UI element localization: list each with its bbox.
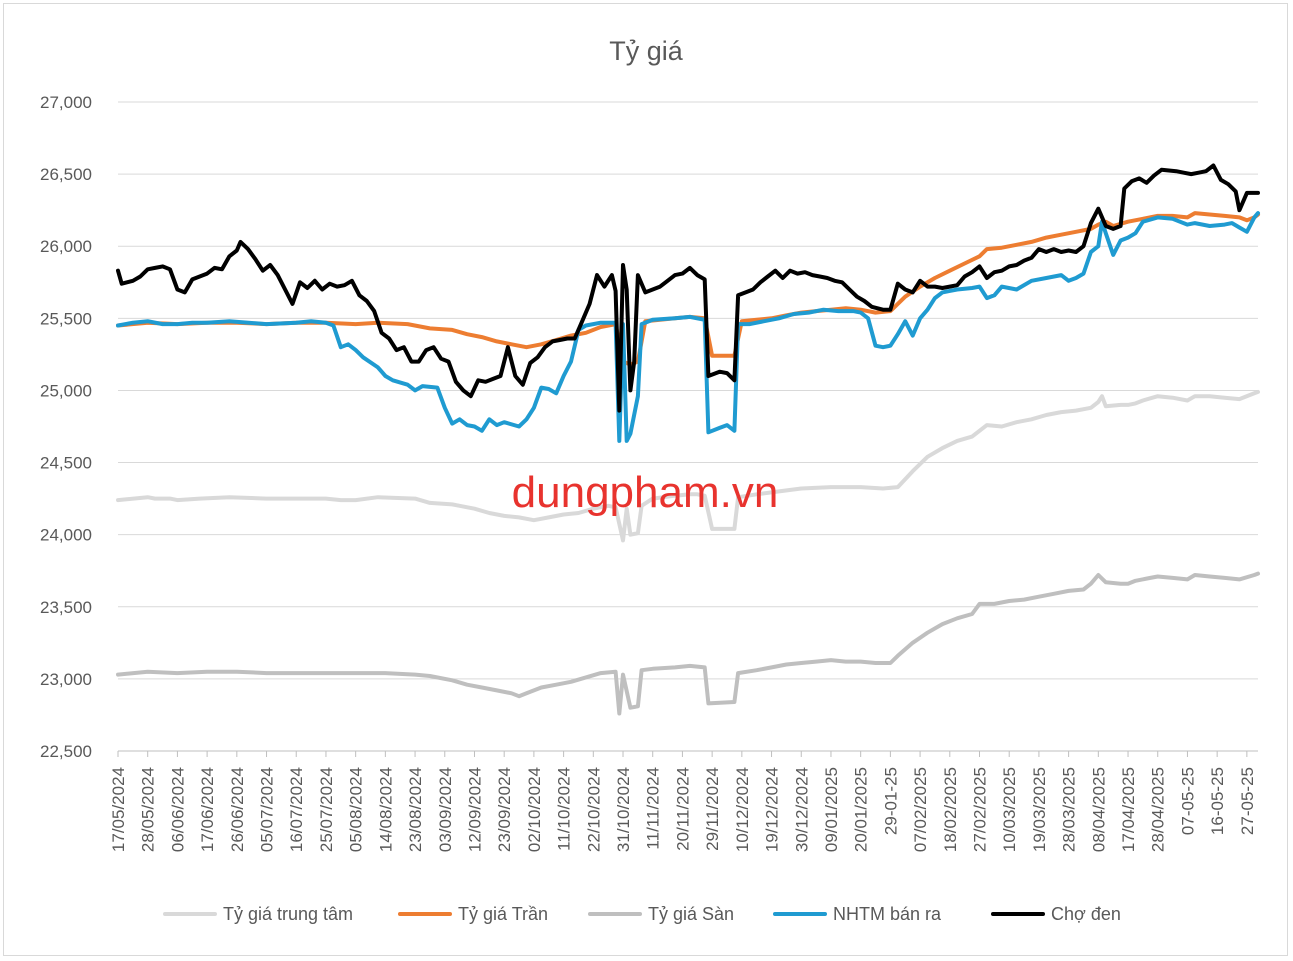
x-tick-label: 07-05-25 [1178, 767, 1197, 835]
x-tick-label: 14/08/2024 [376, 767, 395, 852]
x-tick-label: 23/09/2024 [495, 767, 514, 852]
x-tick-label: 05/08/2024 [347, 767, 366, 852]
y-axis: 22,500 23,000 23,500 24,000 24,500 25,000 25,5… [40, 93, 92, 761]
x-tick-label: 23/08/2024 [406, 767, 425, 852]
x-tick-label: 08/04/2025 [1089, 767, 1108, 852]
x-tick-label: 19/12/2024 [763, 767, 782, 852]
x-tick-label: 26/06/2024 [228, 767, 247, 852]
gridlines [118, 101, 1258, 752]
x-tick-label: 20/11/2024 [673, 767, 692, 851]
x-tick-label: 28/05/2024 [139, 767, 158, 852]
chart-title: Tỷ giá [609, 36, 684, 66]
legend-label: Chợ đen [1051, 904, 1121, 924]
x-tick-label: 28/04/2025 [1149, 767, 1168, 852]
x-tick-label: 17/04/2025 [1119, 767, 1138, 852]
x-tick-label: 19/03/2025 [1030, 767, 1049, 852]
x-tick-label: 29/11/2024 [703, 767, 722, 851]
legend-label: Tỷ giá trung tâm [223, 904, 353, 924]
x-tick-label: 11/11/2024 [644, 767, 663, 850]
x-tick-label: 18/02/2025 [941, 767, 960, 852]
x-tick-label: 09/01/2025 [822, 767, 841, 852]
x-tick-label: 11/10/2024 [555, 767, 574, 851]
series-lines [116, 163, 1260, 716]
x-tick-label: 10/12/2024 [733, 767, 752, 852]
x-tick-label: 06/06/2024 [168, 767, 187, 852]
x-tick-label: 07/02/2025 [911, 767, 930, 852]
x-tick-labels: 17/05/2024 28/05/2024 06/06/2024 17/06/2024… [109, 767, 1257, 852]
x-tick-label: 16/07/2024 [287, 767, 306, 852]
x-tick-label: 10/03/2025 [1000, 767, 1019, 852]
y-tick-label: 26,500 [40, 165, 92, 184]
x-tick-label: 17/06/2024 [198, 767, 217, 852]
x-tick-label: 02/10/2024 [525, 767, 544, 852]
x-tick-label: 27-05-25 [1238, 767, 1257, 835]
x-tick-label: 16-05-25 [1208, 767, 1227, 835]
x-tick-label: 28/03/2025 [1060, 767, 1079, 852]
series-line-5 [116, 163, 1260, 413]
x-tick-label: 31/10/2024 [614, 767, 633, 852]
x-tick-label: 22/10/2024 [584, 767, 603, 852]
x-tick-label: 20/01/2025 [852, 767, 871, 852]
legend: Tỷ giá trung tâm Tỷ giá Trần Tỷ giá Sàn NHT… [163, 904, 1121, 924]
legend-label: NHTM bán ra [833, 904, 942, 924]
series-line-3 [116, 571, 1260, 716]
y-tick-label: 25,000 [40, 381, 92, 400]
y-tick-label: 25,500 [40, 309, 92, 328]
series-line-1 [116, 389, 1260, 543]
x-axis [117, 750, 1258, 757]
y-tick-label: 27,000 [40, 93, 92, 112]
y-tick-label: 24,500 [40, 454, 92, 473]
chart-frame [3, 3, 1288, 956]
y-tick-label: 23,000 [40, 670, 92, 689]
x-tick-label: 03/09/2024 [436, 767, 455, 852]
watermark-text: dungpham.vn [512, 468, 779, 517]
series-line-4 [116, 211, 1260, 443]
y-tick-label: 23,500 [40, 598, 92, 617]
x-tick-label: 17/05/2024 [109, 767, 128, 852]
x-tick-label: 12/09/2024 [465, 767, 484, 852]
y-tick-label: 26,000 [40, 237, 92, 256]
y-tick-label: 24,000 [40, 526, 92, 545]
legend-label: Tỷ giá Sàn [648, 904, 734, 924]
x-tick-label: 27/02/2025 [970, 767, 989, 852]
y-tick-label: 22,500 [40, 742, 92, 761]
x-tick-label: 29-01-25 [881, 767, 900, 835]
legend-label: Tỷ giá Trần [458, 904, 548, 924]
x-tick-label: 05/07/2024 [258, 767, 277, 852]
x-tick-label: 25/07/2024 [317, 767, 336, 852]
x-tick-label: 30/12/2024 [792, 767, 811, 852]
